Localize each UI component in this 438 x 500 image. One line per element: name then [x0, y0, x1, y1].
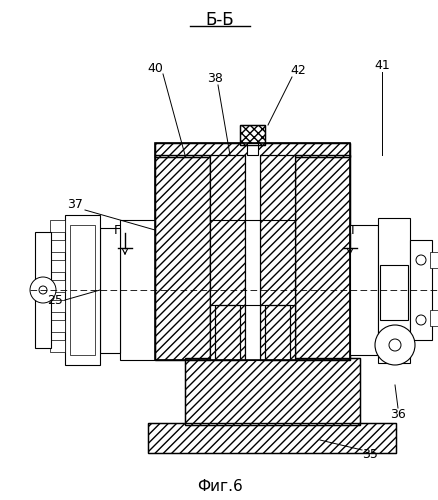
Bar [184, 358, 359, 425]
Text: 41: 41 [373, 58, 389, 71]
Bar [429, 310, 437, 326]
Bar [70, 225, 95, 355]
Circle shape [374, 325, 414, 365]
Bar [50, 320, 65, 332]
Bar [120, 220, 155, 360]
Text: 36: 36 [389, 408, 405, 422]
Bar [379, 265, 407, 320]
Text: 37: 37 [67, 198, 83, 211]
Bar [50, 300, 65, 312]
Bar [65, 215, 100, 365]
Bar [265, 305, 290, 360]
Bar [50, 220, 65, 232]
Bar [349, 225, 377, 355]
Bar [377, 218, 409, 363]
Text: Б-Б: Б-Б [205, 11, 234, 29]
Bar [215, 305, 240, 360]
Bar [50, 340, 65, 352]
Circle shape [415, 255, 425, 265]
Bar [155, 143, 349, 157]
Bar [209, 155, 244, 360]
Text: Фиг.6: Фиг.6 [197, 480, 242, 494]
Text: 40: 40 [147, 62, 162, 74]
Bar [209, 155, 244, 360]
Bar [294, 155, 349, 360]
Text: Г: Г [350, 224, 358, 236]
Circle shape [415, 315, 425, 325]
Text: Г: Г [114, 224, 121, 236]
Bar [35, 232, 51, 348]
Bar [244, 155, 259, 360]
Bar [247, 143, 258, 155]
Bar [215, 305, 240, 360]
Bar [409, 240, 431, 340]
Bar [294, 155, 349, 360]
Bar [50, 240, 65, 252]
Bar [155, 155, 209, 360]
Circle shape [30, 277, 56, 303]
Bar [244, 220, 259, 305]
Bar [155, 143, 349, 360]
Text: 35: 35 [361, 448, 377, 462]
Circle shape [388, 339, 400, 351]
Bar [265, 305, 290, 360]
Text: 38: 38 [207, 72, 223, 85]
Circle shape [39, 286, 47, 294]
Bar [148, 423, 395, 453]
Bar [429, 252, 437, 268]
Bar [155, 155, 209, 360]
Bar [259, 155, 294, 360]
Bar [155, 143, 349, 157]
Bar [240, 125, 265, 145]
Text: 42: 42 [290, 64, 305, 76]
Bar [148, 423, 395, 453]
Bar [240, 125, 265, 145]
Text: 25: 25 [47, 294, 63, 306]
Bar [184, 358, 359, 425]
Bar [259, 155, 294, 360]
Bar [100, 228, 120, 353]
Bar [50, 280, 65, 292]
Bar [50, 260, 65, 272]
